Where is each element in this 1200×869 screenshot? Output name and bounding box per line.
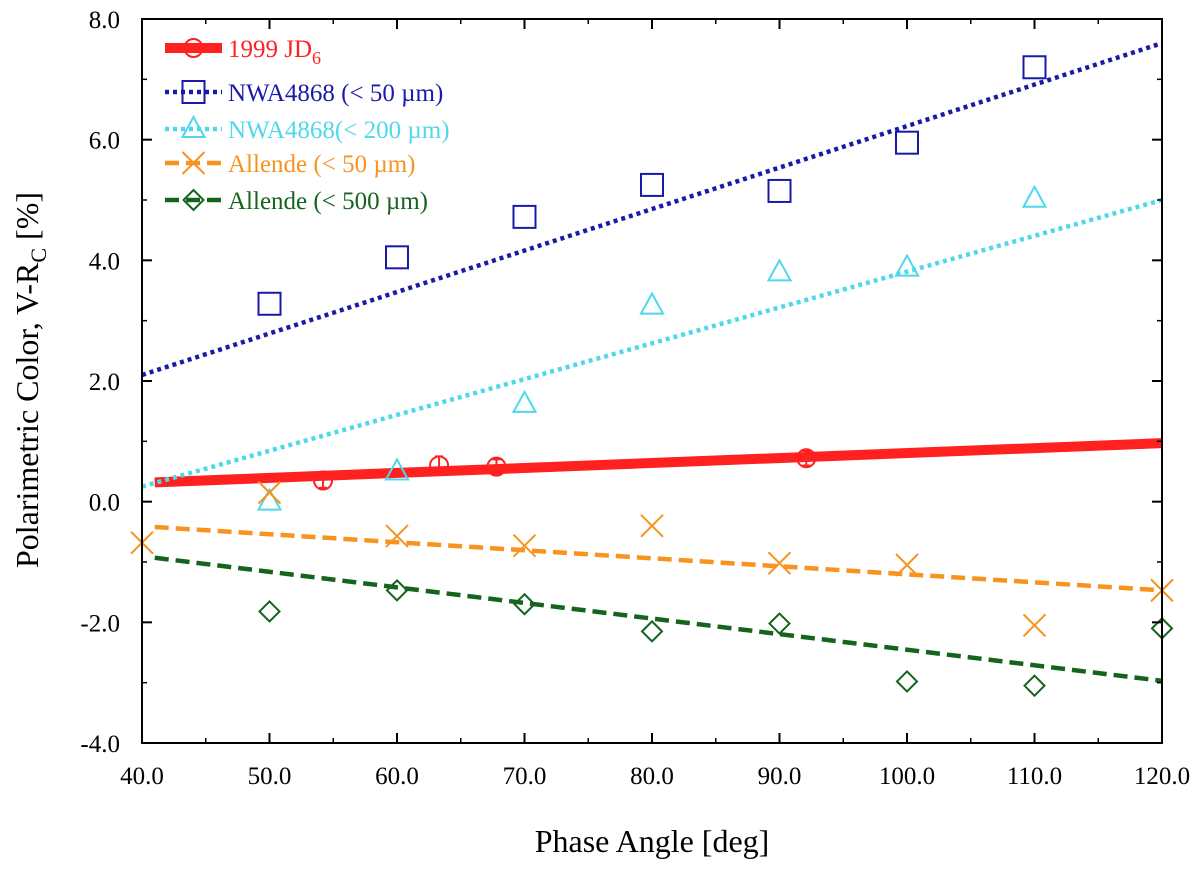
- marker-series-1-point-3: [640, 172, 664, 197]
- y-tick-label-5: 6.0: [89, 128, 120, 155]
- x-tick-label-0: 40.0: [120, 763, 164, 790]
- legend-label-text-2: NWA4868(< 200 µm): [228, 117, 450, 144]
- legend-label-3: Allende (< 50 µm): [228, 151, 416, 178]
- marker-series-4-point-3: [640, 619, 664, 643]
- y-axis-title-subscript: C: [26, 248, 51, 263]
- fit-line-series-3: [154, 524, 1163, 593]
- marker-series-2-point-3: [639, 291, 665, 315]
- legend-label-1: NWA4868 (< 50 µm): [228, 80, 443, 107]
- marker-series-3-point-2: [385, 524, 409, 548]
- legend: 1999 JD6 NWA4868 (< 50 µm) NWA4868(< 200 µ…: [165, 36, 450, 215]
- marker-series-3-point-7: [1022, 613, 1047, 638]
- fit-line-series-0: [154, 438, 1163, 488]
- marker-series-4-point-4: [768, 612, 791, 635]
- x-tick-label-8: 120.0: [1134, 763, 1190, 790]
- marker-series-1-point-2: [512, 204, 537, 229]
- marker-series-4-point-0: [258, 600, 281, 623]
- legend-label-text-4: Allende (< 500 µm): [228, 188, 428, 215]
- marker-series-4-point-6: [1023, 674, 1046, 698]
- legend-label-text-0: 1999 JD: [228, 36, 312, 63]
- errorbar-series-0-point-3: [802, 449, 811, 467]
- legend-marker-0: [183, 38, 204, 58]
- marker-series-1-point-0: [257, 291, 282, 316]
- y-tick-label-4: 4.0: [89, 248, 120, 275]
- x-tick-label-2: 60.0: [375, 763, 419, 790]
- marker-series-4-point-1: [385, 578, 409, 602]
- x-tick-label-3: 70.0: [503, 763, 547, 790]
- marker-series-3-point-5: [767, 551, 792, 575]
- marker-series-2-point-6: [1021, 184, 1048, 208]
- marker-series-2-point-0: [256, 487, 283, 511]
- errorbar-series-0-point-1: [435, 455, 444, 476]
- marker-series-3-point-3: [512, 534, 537, 558]
- fit-line-series-4: [154, 555, 1163, 684]
- errorbar-series-0-point-0: [319, 472, 328, 489]
- y-tick-label-0: -4.0: [80, 731, 120, 758]
- x-tick-label-1: 50.0: [248, 763, 292, 790]
- marker-series-4-point-5: [895, 670, 919, 693]
- axes: 40.0 50.0 60.0 70.0 80.0 90.0 100.0 110.0 120.0-…: [80, 7, 1190, 790]
- errorbar-series-0-point-2: [492, 458, 501, 475]
- x-tick-label-5: 90.0: [758, 763, 802, 790]
- y-tick-label-1: -2.0: [80, 610, 120, 637]
- y-axis-title-tail: [%]: [9, 192, 45, 248]
- x-tick-label-7: 110.0: [1007, 763, 1062, 790]
- marker-series-3-point-4: [640, 514, 664, 538]
- marker-series-2-point-5: [894, 253, 920, 277]
- legend-marker-3: [181, 151, 206, 175]
- marker-series-0-point-3: [796, 448, 817, 469]
- legend-label-subscript-0: 6: [312, 48, 321, 68]
- y-axis-title: Polarimetric Color, V-RC [%]: [9, 192, 51, 568]
- marker-series-3-point-6: [895, 553, 919, 577]
- x-tick-label-4: 80.0: [630, 763, 674, 790]
- legend-label-0: 1999 JD6: [228, 36, 321, 68]
- y-tick-label-2: 0.0: [89, 490, 120, 517]
- marker-series-1-point-6: [1022, 55, 1047, 80]
- legend-marker-4: [182, 188, 205, 212]
- x-axis-title: Phase Angle [deg]: [535, 823, 770, 859]
- marker-series-2-point-2: [511, 389, 538, 413]
- legend-marker-2: [180, 114, 207, 138]
- marker-series-1-point-5: [895, 130, 919, 155]
- legend-label-2: NWA4868(< 200 µm): [228, 117, 450, 144]
- legend-marker-1: [181, 80, 206, 104]
- y-axis-title-main: Polarimetric Color, V-R: [9, 262, 45, 568]
- x-tick-label-6: 100.0: [879, 763, 935, 790]
- fit-line-series-2: [141, 197, 1163, 489]
- marker-series-4-point-2: [513, 592, 536, 616]
- marker-series-1-point-1: [385, 245, 409, 270]
- legend-label-text-1: NWA4868 (< 50 µm): [228, 80, 443, 107]
- marker-series-3-point-1: [257, 480, 282, 505]
- marker-series-0-point-0: [313, 470, 334, 491]
- y-tick-label-6: 8.0: [89, 7, 120, 34]
- legend-label-4: Allende (< 500 µm): [228, 188, 428, 215]
- marker-series-2-point-1: [384, 457, 410, 481]
- legend-label-text-3: Allende (< 50 µm): [228, 151, 416, 178]
- marker-series-1-point-4: [767, 178, 792, 203]
- marker-series-2-point-4: [766, 258, 793, 282]
- marker-series-0-point-2: [486, 456, 507, 477]
- y-tick-label-3: 2.0: [89, 369, 120, 396]
- fit-line-series-1: [141, 40, 1163, 378]
